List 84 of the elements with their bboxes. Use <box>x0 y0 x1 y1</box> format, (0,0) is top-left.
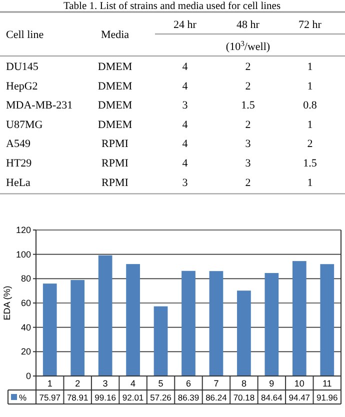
text: 2 <box>245 80 251 92</box>
data-label: 92.01 <box>122 392 144 402</box>
bar <box>209 271 224 376</box>
text: 1 <box>307 61 313 73</box>
y-tick-label: 40 <box>20 322 31 332</box>
text: HT29 <box>6 158 32 170</box>
text: DMEM <box>98 61 132 73</box>
text: DMEM <box>98 80 132 92</box>
text: RPMI <box>102 138 128 150</box>
bar <box>264 273 279 376</box>
text: 2 <box>245 176 251 189</box>
y-tick-label: 60 <box>20 298 31 308</box>
category-label: Cell line <box>6 29 44 41</box>
text: 1 <box>307 80 313 92</box>
text: 1 <box>307 118 313 131</box>
data-label: 86.24 <box>206 392 228 402</box>
bar <box>126 264 140 376</box>
text: Table 1. List of strains and media used for cell lines <box>63 1 281 12</box>
x-tick-label: 6 <box>186 378 192 388</box>
data-label: 99.16 <box>94 392 116 402</box>
text: 3 <box>245 138 251 150</box>
text: HeLa <box>6 176 30 189</box>
bar <box>237 290 251 376</box>
x-tick-label: 11 <box>322 378 332 388</box>
data-label: 94.47 <box>288 392 310 402</box>
text: DMEM <box>98 100 132 112</box>
x-tick-label: 10 <box>294 378 304 388</box>
data-label: 91.96 <box>316 392 338 402</box>
text: MDA-MB-231 <box>6 100 73 112</box>
category-label: Media <box>100 29 130 41</box>
x-tick-label: 2 <box>75 378 80 388</box>
y-tick-label: 80 <box>20 274 31 284</box>
bar <box>98 255 112 376</box>
bar <box>154 306 168 376</box>
data-label: 75.97 <box>39 392 61 402</box>
text: 0.8 <box>303 100 317 112</box>
text: U87MG <box>6 118 43 131</box>
text: RPMI <box>102 176 128 189</box>
bar <box>292 261 306 376</box>
text: 4 <box>182 158 188 170</box>
text: DU145 <box>6 61 38 73</box>
text: 3 <box>182 100 188 112</box>
x-tick-label: 5 <box>158 378 164 388</box>
y-tick-label: 20 <box>20 346 31 357</box>
y-tick-label: 100 <box>16 249 31 260</box>
x-tick-label: 3 <box>102 378 108 388</box>
text: 4 <box>182 138 188 150</box>
bar <box>42 284 57 376</box>
data-label: 57.26 <box>150 392 172 402</box>
text: 1 <box>307 176 313 189</box>
y-axis-title: EDA (%) <box>2 286 12 320</box>
x-tick-label: 7 <box>214 378 219 388</box>
category-label: 72 hr <box>298 19 322 31</box>
text: 3 <box>245 158 251 170</box>
text: 4 <box>182 80 188 92</box>
text: DMEM <box>98 118 132 131</box>
data-label: 84.64 <box>261 392 283 402</box>
category-label: 48 hr <box>236 19 260 31</box>
bar <box>70 280 85 376</box>
text: A549 <box>6 138 30 150</box>
data-label: 70.18 <box>233 392 255 402</box>
bar <box>320 264 334 376</box>
y-tick-label: 0 <box>26 371 31 381</box>
text: 4 <box>182 61 188 73</box>
x-tick-label: 8 <box>241 378 246 388</box>
text: 1.5 <box>303 158 317 170</box>
text: 2 <box>307 138 313 150</box>
text: (10$^{3}$/well) <box>226 38 270 53</box>
text: RPMI <box>102 158 128 170</box>
bar <box>182 270 196 376</box>
text: 2 <box>245 61 251 73</box>
category-label: 24 hr <box>174 19 197 31</box>
text: HepG2 <box>6 80 38 92</box>
x-tick-label: 9 <box>269 378 274 388</box>
text: 3 <box>182 176 188 189</box>
text: 1.5 <box>241 100 255 112</box>
y-tick-label: 120 <box>16 225 31 235</box>
text: 4 <box>182 118 188 131</box>
text: 2 <box>245 118 251 131</box>
data-label: 78.91 <box>66 392 88 402</box>
x-tick-label: 1 <box>47 378 52 388</box>
legend-label: % <box>19 392 27 402</box>
x-tick-label: 4 <box>130 378 136 388</box>
data-label: 86.39 <box>178 392 200 402</box>
